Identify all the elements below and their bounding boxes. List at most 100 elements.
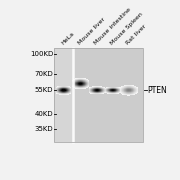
Bar <box>91 92 92 93</box>
Bar <box>77 82 78 83</box>
Bar <box>77 83 78 84</box>
Bar <box>109 92 110 93</box>
Bar <box>70 89 71 90</box>
Text: HeLa: HeLa <box>60 31 75 46</box>
Bar <box>123 92 124 93</box>
Text: Mouse Spleen: Mouse Spleen <box>109 11 144 46</box>
Bar <box>63 94 64 95</box>
Bar <box>91 93 92 94</box>
Bar <box>93 93 94 94</box>
Bar <box>95 87 96 88</box>
Bar <box>119 90 120 91</box>
Bar <box>63 90 64 91</box>
Bar <box>81 79 82 80</box>
Bar <box>75 86 76 87</box>
Bar <box>78 80 79 81</box>
Bar <box>70 88 71 89</box>
Bar <box>79 83 80 84</box>
Bar <box>121 91 122 92</box>
Bar <box>94 91 95 92</box>
Bar <box>56 93 57 94</box>
Text: Mouse liver: Mouse liver <box>77 17 106 46</box>
Bar <box>62 89 63 90</box>
Bar <box>59 86 60 87</box>
Bar <box>119 88 120 89</box>
Bar <box>121 90 122 91</box>
Bar <box>81 82 82 83</box>
Bar <box>124 92 125 93</box>
Bar <box>124 88 125 89</box>
Bar <box>135 93 136 94</box>
Bar <box>125 92 126 93</box>
Bar <box>131 87 132 88</box>
Bar <box>60 93 61 94</box>
Bar <box>76 85 77 86</box>
Bar <box>74 85 75 86</box>
Bar <box>124 89 125 90</box>
Bar <box>79 87 80 88</box>
Bar <box>74 87 75 88</box>
Text: 70KD: 70KD <box>34 71 53 76</box>
Bar <box>77 79 78 80</box>
Bar <box>136 88 137 89</box>
Bar <box>136 93 137 94</box>
Bar <box>103 88 104 89</box>
Bar <box>130 94 131 95</box>
Text: 55KD: 55KD <box>35 87 53 93</box>
Bar <box>64 87 65 88</box>
Bar <box>131 92 132 93</box>
Bar <box>69 86 70 87</box>
Bar <box>67 86 68 87</box>
Bar <box>80 78 81 79</box>
Bar <box>115 87 116 88</box>
Bar <box>125 92 126 93</box>
Bar <box>120 89 121 90</box>
Bar <box>132 92 133 93</box>
Bar <box>108 91 109 92</box>
Bar <box>80 82 81 83</box>
Bar <box>84 81 85 82</box>
Bar <box>98 91 99 92</box>
Bar <box>68 94 69 95</box>
Bar <box>128 92 129 93</box>
Bar <box>61 93 62 94</box>
Bar <box>123 92 124 93</box>
Bar <box>117 87 118 88</box>
Bar <box>125 93 126 94</box>
Bar <box>93 88 94 89</box>
Bar <box>132 94 133 95</box>
Bar <box>106 89 107 90</box>
Bar <box>83 80 84 81</box>
Bar <box>101 86 102 87</box>
Bar <box>74 83 75 84</box>
Bar <box>65 88 66 89</box>
Bar <box>100 90 101 91</box>
Bar <box>92 90 93 91</box>
Bar <box>61 90 62 91</box>
Bar <box>64 94 65 95</box>
Bar <box>96 91 97 92</box>
Bar <box>113 88 114 89</box>
Bar <box>113 92 114 93</box>
Bar <box>128 88 129 89</box>
Bar <box>57 90 58 91</box>
Bar <box>69 90 70 91</box>
Bar <box>107 92 108 93</box>
Bar <box>104 87 105 88</box>
Bar <box>64 93 65 94</box>
Bar <box>70 86 71 87</box>
Bar <box>115 91 116 92</box>
Bar <box>123 86 124 87</box>
Bar <box>86 80 87 81</box>
Bar <box>110 90 111 91</box>
Bar <box>119 87 120 88</box>
Bar <box>101 92 102 93</box>
Bar <box>88 85 89 86</box>
Bar <box>60 88 61 89</box>
Bar <box>94 88 95 89</box>
Bar <box>56 88 57 89</box>
Bar <box>131 86 132 87</box>
Bar <box>118 90 119 91</box>
Bar <box>99 86 100 87</box>
Bar <box>86 79 87 80</box>
